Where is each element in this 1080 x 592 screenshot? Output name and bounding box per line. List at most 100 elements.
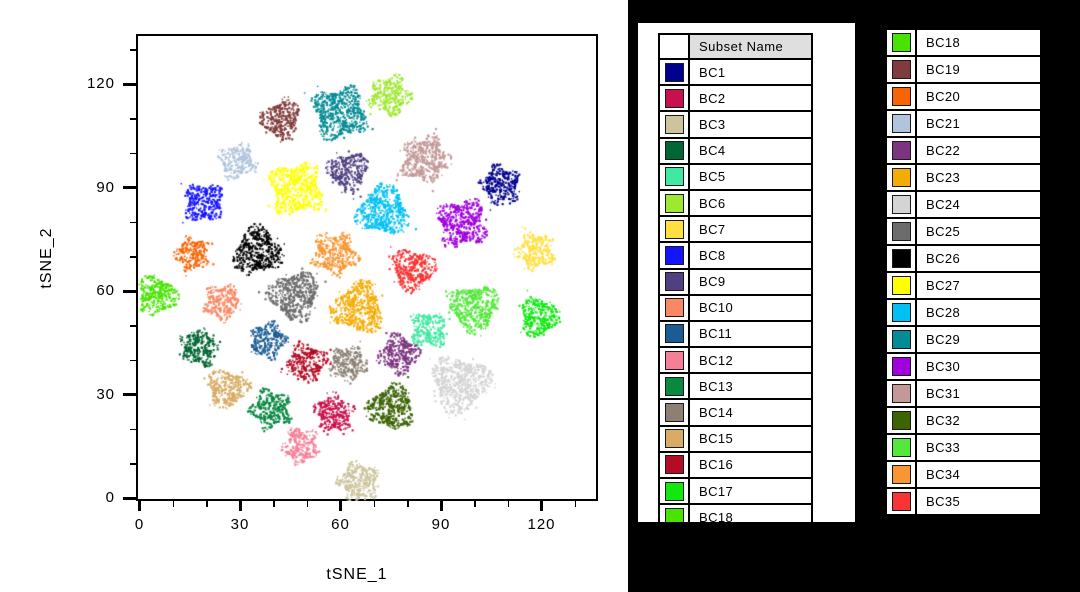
legend-swatch-cell[interactable]	[887, 408, 917, 433]
legend-row-bc26[interactable]: BC26	[887, 244, 1040, 271]
color-swatch[interactable]	[664, 167, 684, 187]
legend-row-bc16[interactable]: BC16	[660, 450, 811, 477]
legend-swatch-cell[interactable]	[887, 30, 917, 55]
legend-swatch-cell[interactable]	[660, 505, 690, 522]
legend-row-bc24[interactable]: BC24	[887, 190, 1040, 217]
legend-swatch-cell[interactable]	[660, 321, 690, 347]
legend-swatch-cell[interactable]	[660, 348, 690, 373]
legend-swatch-cell[interactable]	[660, 190, 690, 216]
legend-swatch-cell[interactable]	[660, 426, 690, 451]
legend-swatch-cell[interactable]	[660, 243, 690, 268]
color-swatch[interactable]	[891, 114, 911, 133]
color-swatch[interactable]	[664, 507, 684, 522]
color-swatch[interactable]	[891, 249, 911, 268]
color-swatch[interactable]	[664, 193, 684, 213]
legend-swatch-cell[interactable]	[887, 435, 917, 460]
legend-row-bc10[interactable]: BC10	[660, 293, 811, 320]
legend-swatch-cell[interactable]	[660, 138, 690, 163]
legend-row-bc31[interactable]: BC31	[887, 379, 1040, 406]
color-swatch[interactable]	[891, 303, 911, 322]
legend-row-bc21[interactable]: BC21	[887, 109, 1040, 136]
legend-swatch-cell[interactable]	[887, 57, 917, 82]
color-swatch[interactable]	[664, 114, 684, 134]
color-swatch[interactable]	[891, 411, 911, 430]
color-swatch[interactable]	[664, 272, 684, 292]
legend-row-bc19[interactable]: BC19	[887, 55, 1040, 82]
legend-swatch-cell[interactable]	[660, 60, 690, 85]
legend-swatch-cell[interactable]	[660, 269, 690, 294]
color-swatch[interactable]	[891, 195, 911, 214]
legend-row-bc9[interactable]: BC9	[660, 267, 811, 294]
legend-row-bc5[interactable]: BC5	[660, 162, 811, 189]
legend-swatch-cell[interactable]	[660, 295, 690, 320]
color-swatch[interactable]	[664, 403, 684, 423]
legend-swatch-cell[interactable]	[660, 164, 690, 189]
color-swatch[interactable]	[891, 357, 911, 376]
legend-row-bc15[interactable]: BC15	[660, 424, 811, 451]
legend-row-bc28[interactable]: BC28	[887, 298, 1040, 325]
legend-swatch-cell[interactable]	[660, 374, 690, 399]
legend-swatch-cell[interactable]	[887, 219, 917, 244]
color-swatch[interactable]	[664, 88, 684, 108]
legend-swatch-cell[interactable]	[887, 84, 917, 109]
color-swatch[interactable]	[664, 298, 684, 318]
legend-swatch-cell[interactable]	[887, 138, 917, 163]
color-swatch[interactable]	[664, 324, 684, 344]
legend-swatch-cell[interactable]	[887, 354, 917, 379]
legend-row-bc18[interactable]: BC18	[887, 30, 1040, 55]
legend-swatch-cell[interactable]	[660, 452, 690, 477]
legend-row-bc17[interactable]: BC17	[660, 477, 811, 504]
legend-row-bc30[interactable]: BC30	[887, 352, 1040, 379]
legend-swatch-cell[interactable]	[887, 462, 917, 487]
legend-swatch-cell[interactable]	[887, 300, 917, 325]
color-swatch[interactable]	[664, 376, 684, 396]
legend-swatch-cell[interactable]	[887, 246, 917, 271]
legend-row-bc27[interactable]: BC27	[887, 271, 1040, 298]
color-swatch[interactable]	[891, 492, 911, 511]
color-swatch[interactable]	[891, 87, 911, 106]
legend-row-bc34[interactable]: BC34	[887, 460, 1040, 487]
color-swatch[interactable]	[891, 141, 911, 160]
color-swatch[interactable]	[664, 141, 684, 161]
legend-row-bc8[interactable]: BC8	[660, 241, 811, 268]
legend-swatch-cell[interactable]	[660, 86, 690, 111]
color-swatch[interactable]	[891, 168, 911, 187]
color-swatch[interactable]	[891, 60, 911, 79]
legend-swatch-cell[interactable]	[660, 112, 690, 137]
color-swatch[interactable]	[664, 245, 684, 265]
legend-swatch-cell[interactable]	[660, 217, 690, 242]
legend-swatch-cell[interactable]	[887, 165, 917, 190]
legend-row-bc3[interactable]: BC3	[660, 110, 811, 137]
legend-row-bc22[interactable]: BC22	[887, 136, 1040, 163]
legend-row-bc1[interactable]: BC1	[660, 58, 811, 85]
legend-row-bc25[interactable]: BC25	[887, 217, 1040, 244]
legend-row-bc2[interactable]: BC2	[660, 84, 811, 111]
legend-row-bc4[interactable]: BC4	[660, 136, 811, 163]
legend-row-bc11[interactable]: BC11	[660, 319, 811, 347]
legend-row-bc13[interactable]: BC13	[660, 372, 811, 399]
color-swatch[interactable]	[891, 465, 911, 484]
color-swatch[interactable]	[891, 384, 911, 403]
legend-row-bc35[interactable]: BC35	[887, 487, 1040, 514]
color-swatch[interactable]	[664, 350, 684, 370]
legend-row-bc32[interactable]: BC32	[887, 406, 1040, 433]
color-swatch[interactable]	[891, 33, 911, 52]
legend-swatch-cell[interactable]	[887, 381, 917, 406]
legend-row-bc23[interactable]: BC23	[887, 163, 1040, 190]
legend-swatch-cell[interactable]	[887, 489, 917, 514]
legend-row-bc29[interactable]: BC29	[887, 325, 1040, 352]
legend-swatch-cell[interactable]	[660, 400, 690, 425]
legend-row-bc12[interactable]: BC12	[660, 346, 811, 373]
color-swatch[interactable]	[664, 62, 684, 82]
legend-row-bc33[interactable]: BC33	[887, 433, 1040, 460]
color-swatch[interactable]	[891, 222, 911, 241]
color-swatch[interactable]	[664, 429, 684, 449]
color-swatch[interactable]	[664, 481, 684, 501]
legend-swatch-cell[interactable]	[887, 111, 917, 136]
legend-swatch-cell[interactable]	[660, 479, 690, 504]
color-swatch[interactable]	[664, 455, 684, 475]
legend-swatch-cell[interactable]	[887, 327, 917, 352]
legend-swatch-cell[interactable]	[887, 192, 917, 217]
color-swatch[interactable]	[891, 276, 911, 295]
legend-swatch-cell[interactable]	[887, 273, 917, 298]
